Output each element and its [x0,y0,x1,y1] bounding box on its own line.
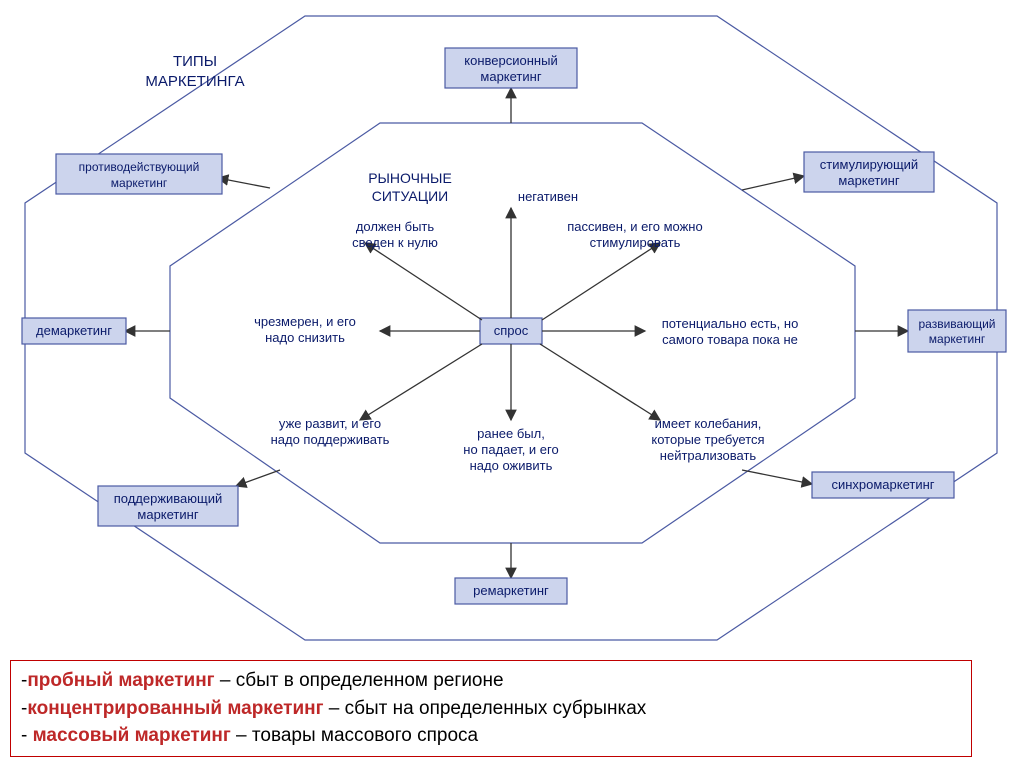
node-e-1: развивающий [919,317,996,331]
edge-sw-2: надо поддерживать [271,432,390,447]
inner-label-1: РЫНОЧНЫЕ [368,170,452,186]
node-sw-2: маркетинг [137,507,198,522]
edge-s-3: надо оживить [470,458,553,473]
node-nw-1: противодействующий [79,160,200,174]
edge-sw-1: уже развит, и его [279,416,381,431]
node-nw-2: маркетинг [111,176,168,190]
outer-label-2: МАРКЕТИНГА [145,73,244,90]
legend: -пробный маркетинг – сбыт в определенном… [10,660,972,757]
node-w-1: демаркетинг [36,323,112,338]
legend-rest-2: – сбыт на определенных субрынках [324,698,647,719]
edge-n: негативен [518,189,578,204]
edge-e-1: потенциально есть, но [662,316,799,331]
edge-s-2: но падает, и его [463,442,558,457]
outer-label-1: ТИПЫ [173,53,217,70]
node-ne-2: маркетинг [838,173,899,188]
node-ne-1: стимулирующий [820,157,918,172]
node-n-2: маркетинг [480,69,541,84]
node-e-2: маркетинг [929,332,986,346]
edge-e-2: самого товара пока не [662,332,798,347]
edge-w-1: чрезмерен, и его [254,314,356,329]
legend-rest-1: – сбыт в определенном регионе [215,670,504,691]
edge-se-2: которые требуется [651,432,764,447]
diagram: ТИПЫ МАРКЕТИНГА РЫНОЧНЫЕ СИТУАЦИИ спрос [10,8,1012,648]
edge-w-2: надо снизить [265,330,345,345]
edge-se-1: имеет колебания, [655,416,762,431]
edge-nw-1: должен быть [356,219,435,234]
legend-row-1: -пробный маркетинг – сбыт в определенном… [21,667,961,695]
legend-row-3: - массовый маркетинг – товары массового … [21,722,961,750]
legend-term-2: концентрированный маркетинг [27,698,323,719]
legend-row-2: -концентрированный маркетинг – сбыт на о… [21,695,961,723]
edge-se-3: нейтрализовать [660,448,757,463]
node-s-1: ремаркетинг [473,583,549,598]
edge-ne-1: пассивен, и его можно [567,219,702,234]
node-n-1: конверсионный [464,53,557,68]
edge-s-1: ранее был, [477,426,545,441]
legend-term-1: пробный маркетинг [27,670,214,691]
legend-term-3: массовый маркетинг [27,725,230,746]
diagram-svg: ТИПЫ МАРКЕТИНГА РЫНОЧНЫЕ СИТУАЦИИ спрос [10,8,1012,648]
edge-ne-2: стимулировать [590,235,681,250]
node-sw-1: поддерживающий [114,491,223,506]
center-label: спрос [494,323,529,338]
inner-label-2: СИТУАЦИИ [372,188,449,204]
edge-nw-2: сведен к нулю [352,235,438,250]
node-se-1: синхромаркетинг [831,477,934,492]
page: ТИПЫ МАРКЕТИНГА РЫНОЧНЫЕ СИТУАЦИИ спрос [0,0,1024,767]
legend-rest-3: – товары массового спроса [231,725,478,746]
